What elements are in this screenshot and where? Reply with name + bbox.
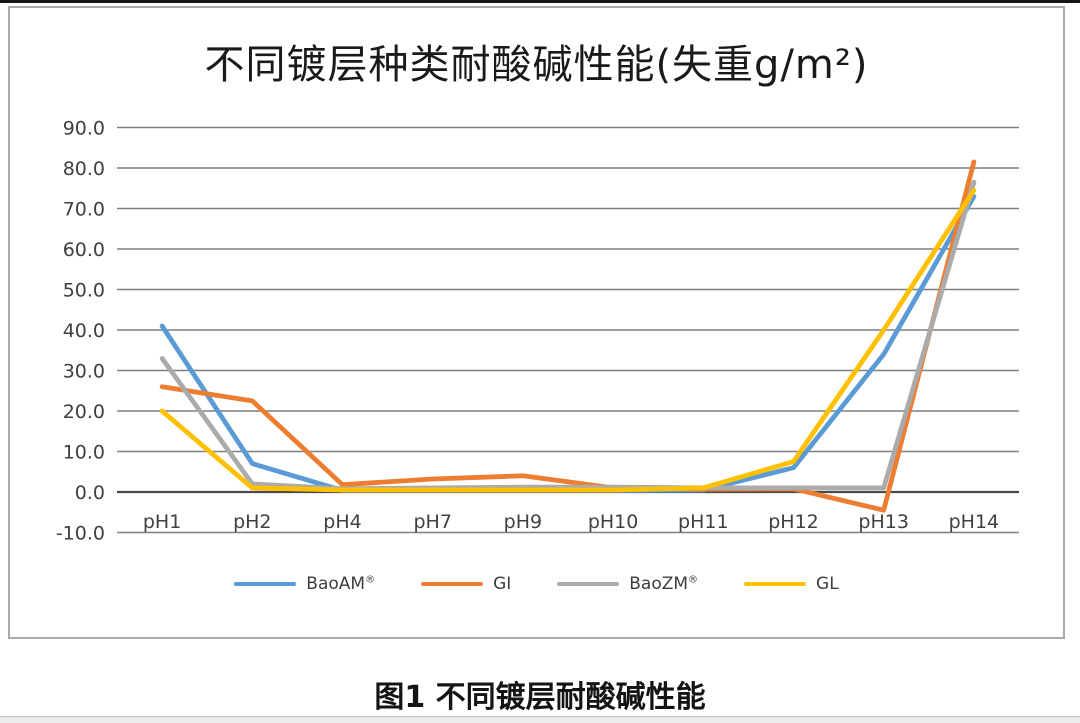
legend-item: BaoZM® [557, 574, 698, 594]
legend-line-swatch [744, 582, 807, 586]
svg-text:20.0: 20.0 [63, 401, 105, 423]
legend-item: GL [744, 574, 839, 594]
svg-text:60.0: 60.0 [63, 239, 105, 261]
svg-text:pH12: pH12 [768, 511, 819, 533]
top-divider-bar [0, 0, 1080, 3]
svg-text:0.0: 0.0 [75, 482, 105, 504]
svg-text:pH2: pH2 [233, 511, 271, 533]
legend-label: GI [493, 574, 512, 594]
chart-title: 不同镀层种类耐酸碱性能(失重g/m²) [204, 42, 869, 88]
svg-text:80.0: 80.0 [63, 158, 105, 180]
svg-text:pH13: pH13 [858, 511, 909, 533]
legend-label: BaoAM® [306, 574, 376, 594]
figure-caption: 图1 不同镀层耐酸碱性能 [374, 680, 706, 715]
svg-text:70.0: 70.0 [63, 199, 105, 221]
legend-line-swatch [421, 582, 484, 586]
chart-plot-area: 90.0 80.0 70.0 60.0 50.0 40.0 30.0 20.0 10.0 0.0 -… [56, 118, 1019, 545]
svg-text:pH11: pH11 [678, 511, 729, 533]
legend: BaoAM® GI BaoZM® GL [10, 574, 1063, 594]
legend-line-swatch [557, 582, 620, 586]
svg-text:pH9: pH9 [504, 511, 542, 533]
svg-text:40.0: 40.0 [63, 320, 105, 342]
svg-text:-10.0: -10.0 [56, 523, 105, 545]
legend-item: GI [421, 574, 511, 594]
chart-panel: 不同镀层种类耐酸碱性能(失重g/m²) 90.0 80.0 70.0 60.0 50.0… [8, 6, 1065, 639]
legend-item: BaoAM® [234, 574, 375, 594]
svg-text:pH10: pH10 [588, 511, 639, 533]
svg-text:pH4: pH4 [323, 511, 361, 533]
bottom-page-strip [0, 716, 1080, 723]
svg-text:50.0: 50.0 [63, 280, 105, 302]
svg-text:pH1: pH1 [143, 511, 181, 533]
svg-text:10.0: 10.0 [63, 442, 105, 464]
legend-label: BaoZM® [629, 574, 699, 594]
svg-text:30.0: 30.0 [63, 361, 105, 383]
legend-label: GL [816, 574, 839, 594]
svg-text:pH7: pH7 [413, 511, 451, 533]
svg-text:90.0: 90.0 [63, 118, 105, 140]
legend-line-swatch [234, 582, 297, 586]
svg-text:pH14: pH14 [949, 511, 1000, 533]
